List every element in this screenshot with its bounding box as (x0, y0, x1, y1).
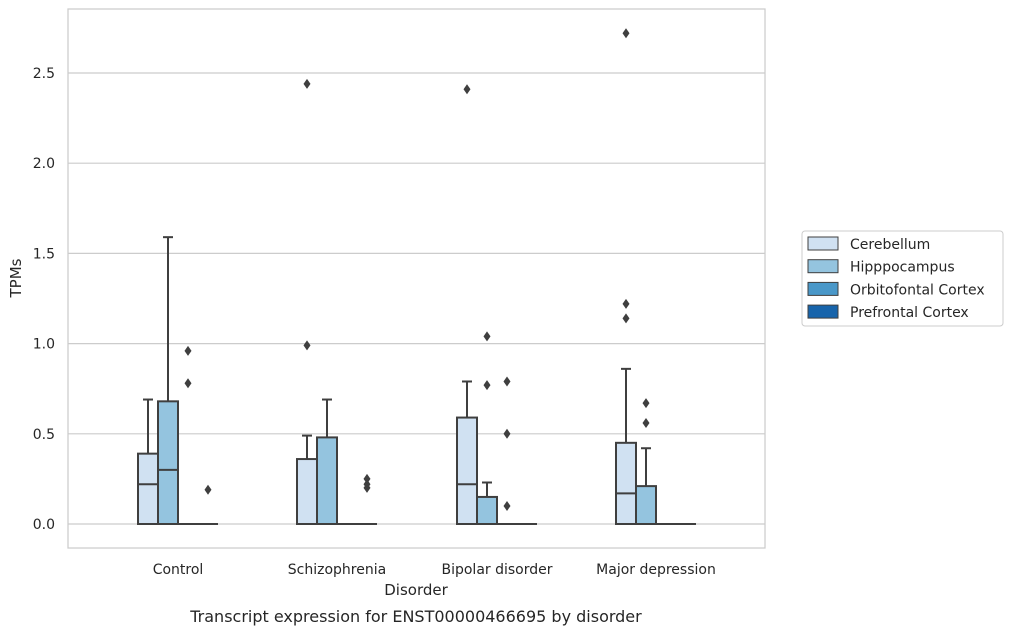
outlier-point (184, 378, 192, 389)
outlier-point (622, 28, 630, 39)
outlier-point (463, 84, 471, 95)
outlier-point (363, 473, 371, 484)
outlier-point (303, 78, 311, 89)
x-axis-ticks: Control Schizophrenia Bipolar disorder Majo… (153, 562, 716, 578)
legend-swatch (807, 281, 839, 296)
outlier-point (483, 331, 491, 342)
box-0-1 (296, 78, 318, 525)
y-tick-label: 2.5 (33, 66, 55, 82)
outlier-point (622, 313, 630, 324)
outlier-point (642, 398, 650, 409)
legend-swatch (807, 259, 839, 274)
box-2-2 (497, 376, 517, 525)
box-body (476, 495, 498, 526)
outlier-point (503, 428, 511, 439)
x-tick-label: Control (153, 562, 204, 578)
box-3-0 (198, 484, 218, 525)
box-0-0 (137, 398, 159, 526)
outlier-point (363, 479, 371, 490)
legend-label: Prefrontal Cortex (850, 305, 969, 321)
box-1-3 (635, 398, 657, 525)
legend-label: Orbitofontal Cortex (850, 282, 985, 298)
y-tick-label: 2.0 (33, 156, 55, 172)
legend-label: Hipppocampus (850, 260, 955, 276)
y-tick-label: 1.0 (33, 337, 55, 353)
outlier-point (303, 340, 311, 351)
y-axis-ticks: 0.0 0.5 1.0 1.5 2.0 2.5 (33, 66, 55, 533)
outlier-point (503, 500, 511, 511)
box-body (635, 485, 657, 525)
y-axis-label: TPMs (7, 258, 25, 298)
y-tick-label: 1.5 (33, 246, 55, 262)
box-body (137, 452, 159, 526)
box-body (157, 400, 179, 525)
outlier-point (622, 298, 630, 309)
box-body (456, 416, 478, 525)
legend-frame (801, 230, 1004, 327)
outlier-point (503, 376, 511, 387)
box-0-3 (615, 28, 637, 526)
box-plot-marks (137, 28, 696, 526)
outlier-point (483, 380, 491, 391)
outlier-point (642, 417, 650, 428)
box-body (615, 441, 637, 526)
y-tick-label: 0.0 (33, 517, 55, 533)
x-tick-label: Schizophrenia (288, 562, 386, 578)
box-1-2 (476, 331, 498, 526)
outlier-point (184, 345, 192, 356)
outlier-point (204, 484, 212, 495)
chart-caption: Transcript expression for ENST0000046669… (189, 607, 642, 626)
box-body (316, 436, 338, 525)
legend-swatch (807, 236, 839, 251)
legend-label: Cerebellum (850, 237, 930, 253)
box-1-1 (316, 398, 338, 525)
legend: Cerebellum Hipppocampus Orbitofontal Corte… (801, 230, 1004, 327)
legend-swatch (807, 304, 839, 319)
box-2-0 (178, 345, 198, 525)
box-0-2 (456, 84, 478, 525)
y-tick-label: 0.5 (33, 427, 55, 443)
box-body (296, 458, 318, 525)
x-tick-label: Bipolar disorder (441, 562, 552, 578)
plot-area-frame (67, 8, 766, 549)
box-1-0 (157, 236, 179, 525)
x-tick-label: Major depression (596, 562, 716, 578)
x-axis-label: Disorder (384, 581, 448, 599)
box-3-1 (357, 473, 377, 525)
